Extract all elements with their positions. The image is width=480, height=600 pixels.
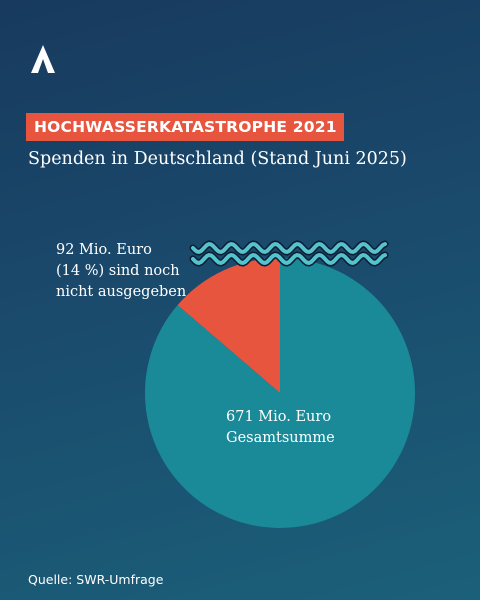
not-spent-line-1: 92 Mio. Euro — [56, 242, 152, 258]
total-line-2: Gesamtsumme — [226, 430, 335, 446]
source-note: Quelle: SWR-Umfrage — [28, 572, 164, 587]
pie-slice-spent — [144, 258, 415, 528]
total-line-1: 671 Mio. Euro — [226, 409, 332, 425]
chart-subtitle: Spenden in Deutschland (Stand Juni 2025) — [28, 149, 407, 169]
kicker-label: HOCHWASSERKATASTROPHE 2021 — [26, 113, 344, 141]
not-spent-line-2: (14 %) sind noch — [56, 263, 180, 279]
pie-slice-not-spent — [177, 258, 280, 393]
water-waves-icon — [189, 240, 389, 267]
total-annotation: 671 Mio. Euro Gesamtsumme — [226, 407, 335, 449]
ard-logo-icon — [31, 45, 55, 73]
not-spent-annotation: 92 Mio. Euro (14 %) sind noch nicht ausg… — [56, 240, 186, 303]
not-spent-line-3: nicht ausgegeben — [56, 284, 187, 300]
